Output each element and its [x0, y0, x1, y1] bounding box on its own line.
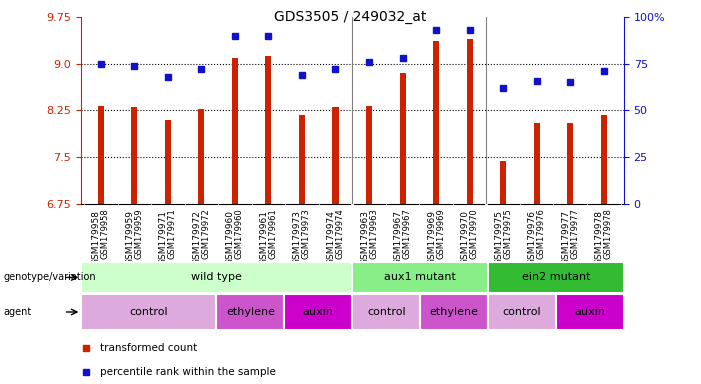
- Bar: [266, 56, 271, 204]
- Text: GSM179969: GSM179969: [436, 208, 445, 259]
- Bar: [353, 262, 488, 293]
- Text: control: control: [129, 307, 168, 317]
- Bar: [400, 73, 406, 204]
- Text: genotype/variation: genotype/variation: [4, 272, 96, 283]
- Bar: [198, 109, 205, 204]
- Bar: [420, 295, 488, 329]
- Text: ethylene: ethylene: [226, 307, 275, 317]
- Bar: [556, 295, 624, 329]
- Text: GSM179971: GSM179971: [168, 208, 177, 259]
- Text: ethylene: ethylene: [430, 307, 479, 317]
- Bar: [467, 39, 472, 204]
- Bar: [232, 58, 238, 204]
- Text: GSM179963: GSM179963: [369, 208, 378, 259]
- Text: GSM179975: GSM179975: [503, 208, 512, 259]
- Bar: [165, 120, 171, 204]
- Text: wild type: wild type: [191, 272, 242, 283]
- Text: GSM179960: GSM179960: [235, 208, 244, 259]
- Text: GSM179958: GSM179958: [101, 208, 110, 259]
- Text: GSM179967: GSM179967: [402, 208, 411, 259]
- Bar: [533, 123, 540, 204]
- Text: auxin: auxin: [575, 307, 606, 317]
- Bar: [567, 123, 573, 204]
- Text: transformed count: transformed count: [100, 343, 197, 353]
- Bar: [299, 115, 305, 204]
- Text: GSM179976: GSM179976: [537, 208, 545, 259]
- Text: auxin: auxin: [303, 307, 334, 317]
- Bar: [488, 262, 624, 293]
- Text: GSM179959: GSM179959: [135, 208, 143, 259]
- Text: GSM179978: GSM179978: [604, 208, 613, 259]
- Bar: [366, 106, 372, 204]
- Text: GSM179961: GSM179961: [268, 208, 278, 259]
- Bar: [601, 115, 607, 204]
- Bar: [97, 106, 104, 204]
- Text: aux1 mutant: aux1 mutant: [384, 272, 456, 283]
- Bar: [433, 41, 439, 204]
- Text: control: control: [503, 307, 541, 317]
- Bar: [500, 161, 506, 204]
- Text: GDS3505 / 249032_at: GDS3505 / 249032_at: [274, 10, 427, 23]
- Text: GSM179974: GSM179974: [336, 208, 344, 259]
- Text: agent: agent: [4, 307, 32, 317]
- Text: GSM179977: GSM179977: [570, 208, 579, 259]
- Text: GSM179972: GSM179972: [201, 208, 210, 259]
- Bar: [488, 295, 556, 329]
- Bar: [353, 295, 420, 329]
- Text: percentile rank within the sample: percentile rank within the sample: [100, 366, 275, 377]
- Bar: [217, 295, 285, 329]
- Bar: [332, 107, 339, 204]
- Text: control: control: [367, 307, 405, 317]
- Text: GSM179970: GSM179970: [470, 208, 479, 259]
- Text: GSM179973: GSM179973: [302, 208, 311, 259]
- Bar: [285, 295, 353, 329]
- Bar: [81, 262, 353, 293]
- Text: ein2 mutant: ein2 mutant: [522, 272, 590, 283]
- Bar: [81, 295, 217, 329]
- Bar: [131, 107, 137, 204]
